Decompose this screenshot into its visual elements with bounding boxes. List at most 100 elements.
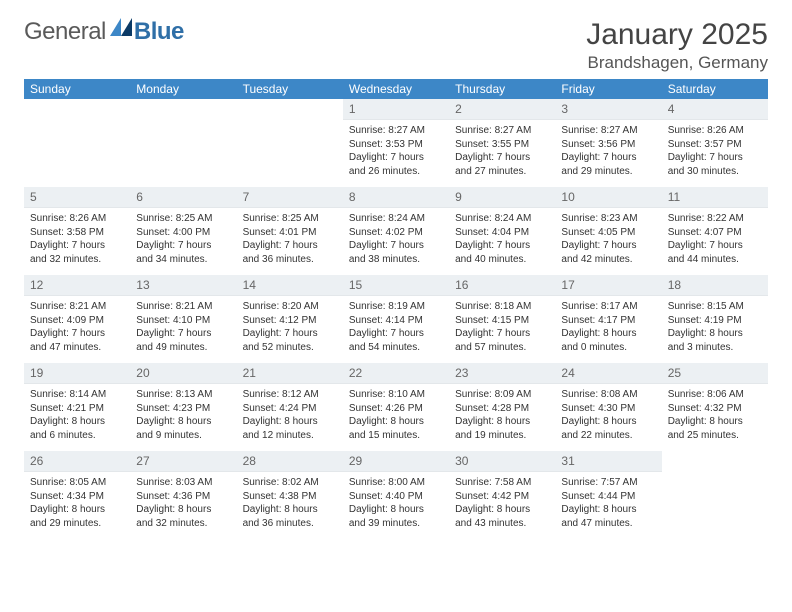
day-number: 9 <box>449 187 555 208</box>
day-number: 21 <box>237 363 343 384</box>
daylight-line: Daylight: 7 hours and 36 minutes. <box>243 239 337 266</box>
day-number: 8 <box>343 187 449 208</box>
day-info: Sunrise: 8:24 AMSunset: 4:04 PMDaylight:… <box>449 208 555 268</box>
logo-text-1: General <box>24 18 106 46</box>
day-number: 16 <box>449 275 555 296</box>
daylight-line: Daylight: 7 hours and 27 minutes. <box>455 151 549 178</box>
sunset-line: Sunset: 4:02 PM <box>349 226 443 240</box>
day-number-empty <box>237 99 343 119</box>
sunset-line: Sunset: 3:58 PM <box>30 226 124 240</box>
day-info: Sunrise: 8:21 AMSunset: 4:10 PMDaylight:… <box>130 296 236 356</box>
day-number-empty <box>130 99 236 119</box>
sunrise-line: Sunrise: 8:19 AM <box>349 300 443 314</box>
day-info: Sunrise: 8:13 AMSunset: 4:23 PMDaylight:… <box>130 384 236 444</box>
sunrise-line: Sunrise: 8:17 AM <box>561 300 655 314</box>
sunrise-line: Sunrise: 8:02 AM <box>243 476 337 490</box>
daylight-line: Daylight: 7 hours and 32 minutes. <box>30 239 124 266</box>
sunset-line: Sunset: 4:23 PM <box>136 402 230 416</box>
sunrise-line: Sunrise: 8:21 AM <box>30 300 124 314</box>
day-info: Sunrise: 8:08 AMSunset: 4:30 PMDaylight:… <box>555 384 661 444</box>
day-info: Sunrise: 8:24 AMSunset: 4:02 PMDaylight:… <box>343 208 449 268</box>
daylight-line: Daylight: 7 hours and 44 minutes. <box>668 239 762 266</box>
title-block: January 2025 Brandshagen, Germany <box>586 18 768 73</box>
col-sat: Saturday <box>662 79 768 99</box>
sunrise-line: Sunrise: 8:03 AM <box>136 476 230 490</box>
sunrise-line: Sunrise: 7:57 AM <box>561 476 655 490</box>
day-number: 11 <box>662 187 768 208</box>
day-info: Sunrise: 8:25 AMSunset: 4:01 PMDaylight:… <box>237 208 343 268</box>
daylight-line: Daylight: 7 hours and 42 minutes. <box>561 239 655 266</box>
calendar-row: 1Sunrise: 8:27 AMSunset: 3:53 PMDaylight… <box>24 99 768 187</box>
sunrise-line: Sunrise: 8:13 AM <box>136 388 230 402</box>
day-info: Sunrise: 8:09 AMSunset: 4:28 PMDaylight:… <box>449 384 555 444</box>
logo: General Blue <box>24 18 184 46</box>
day-number: 6 <box>130 187 236 208</box>
calendar-body: 1Sunrise: 8:27 AMSunset: 3:53 PMDaylight… <box>24 99 768 539</box>
calendar-cell: 9Sunrise: 8:24 AMSunset: 4:04 PMDaylight… <box>449 187 555 275</box>
calendar-cell: 8Sunrise: 8:24 AMSunset: 4:02 PMDaylight… <box>343 187 449 275</box>
sunrise-line: Sunrise: 8:27 AM <box>561 124 655 138</box>
daylight-line: Daylight: 8 hours and 25 minutes. <box>668 415 762 442</box>
daylight-line: Daylight: 8 hours and 43 minutes. <box>455 503 549 530</box>
calendar-cell: 16Sunrise: 8:18 AMSunset: 4:15 PMDayligh… <box>449 275 555 363</box>
calendar-row: 12Sunrise: 8:21 AMSunset: 4:09 PMDayligh… <box>24 275 768 363</box>
day-info: Sunrise: 8:19 AMSunset: 4:14 PMDaylight:… <box>343 296 449 356</box>
daylight-line: Daylight: 8 hours and 3 minutes. <box>668 327 762 354</box>
day-number: 30 <box>449 451 555 472</box>
sunrise-line: Sunrise: 8:25 AM <box>136 212 230 226</box>
calendar-row: 5Sunrise: 8:26 AMSunset: 3:58 PMDaylight… <box>24 187 768 275</box>
sunset-line: Sunset: 4:14 PM <box>349 314 443 328</box>
col-mon: Monday <box>130 79 236 99</box>
col-tue: Tuesday <box>237 79 343 99</box>
day-number: 22 <box>343 363 449 384</box>
day-number: 13 <box>130 275 236 296</box>
calendar-cell: 28Sunrise: 8:02 AMSunset: 4:38 PMDayligh… <box>237 451 343 539</box>
day-info: Sunrise: 8:02 AMSunset: 4:38 PMDaylight:… <box>237 472 343 532</box>
sunset-line: Sunset: 4:26 PM <box>349 402 443 416</box>
calendar-cell: 11Sunrise: 8:22 AMSunset: 4:07 PMDayligh… <box>662 187 768 275</box>
day-number: 14 <box>237 275 343 296</box>
sunrise-line: Sunrise: 7:58 AM <box>455 476 549 490</box>
sunrise-line: Sunrise: 8:05 AM <box>30 476 124 490</box>
day-number: 26 <box>24 451 130 472</box>
day-number: 12 <box>24 275 130 296</box>
location: Brandshagen, Germany <box>586 53 768 73</box>
day-number-empty <box>24 99 130 119</box>
day-info: Sunrise: 8:26 AMSunset: 3:57 PMDaylight:… <box>662 120 768 180</box>
sunrise-line: Sunrise: 8:27 AM <box>455 124 549 138</box>
day-info: Sunrise: 8:18 AMSunset: 4:15 PMDaylight:… <box>449 296 555 356</box>
day-number: 5 <box>24 187 130 208</box>
day-info: Sunrise: 8:10 AMSunset: 4:26 PMDaylight:… <box>343 384 449 444</box>
calendar-cell: 6Sunrise: 8:25 AMSunset: 4:00 PMDaylight… <box>130 187 236 275</box>
sunset-line: Sunset: 4:00 PM <box>136 226 230 240</box>
day-info: Sunrise: 8:17 AMSunset: 4:17 PMDaylight:… <box>555 296 661 356</box>
sunrise-line: Sunrise: 8:18 AM <box>455 300 549 314</box>
day-number: 20 <box>130 363 236 384</box>
sunset-line: Sunset: 4:24 PM <box>243 402 337 416</box>
day-number: 7 <box>237 187 343 208</box>
daylight-line: Daylight: 7 hours and 57 minutes. <box>455 327 549 354</box>
calendar-cell: 21Sunrise: 8:12 AMSunset: 4:24 PMDayligh… <box>237 363 343 451</box>
sunrise-line: Sunrise: 8:24 AM <box>349 212 443 226</box>
daylight-line: Daylight: 7 hours and 40 minutes. <box>455 239 549 266</box>
calendar-cell: 24Sunrise: 8:08 AMSunset: 4:30 PMDayligh… <box>555 363 661 451</box>
sunrise-line: Sunrise: 8:27 AM <box>349 124 443 138</box>
calendar-cell: 25Sunrise: 8:06 AMSunset: 4:32 PMDayligh… <box>662 363 768 451</box>
sunset-line: Sunset: 4:05 PM <box>561 226 655 240</box>
sunset-line: Sunset: 4:36 PM <box>136 490 230 504</box>
day-number: 24 <box>555 363 661 384</box>
daylight-line: Daylight: 7 hours and 54 minutes. <box>349 327 443 354</box>
calendar-cell: 4Sunrise: 8:26 AMSunset: 3:57 PMDaylight… <box>662 99 768 187</box>
day-info: Sunrise: 8:20 AMSunset: 4:12 PMDaylight:… <box>237 296 343 356</box>
day-number: 4 <box>662 99 768 120</box>
day-info: Sunrise: 8:27 AMSunset: 3:56 PMDaylight:… <box>555 120 661 180</box>
day-info: Sunrise: 8:14 AMSunset: 4:21 PMDaylight:… <box>24 384 130 444</box>
calendar-cell: 12Sunrise: 8:21 AMSunset: 4:09 PMDayligh… <box>24 275 130 363</box>
sunset-line: Sunset: 3:56 PM <box>561 138 655 152</box>
month-title: January 2025 <box>586 18 768 51</box>
daylight-line: Daylight: 7 hours and 38 minutes. <box>349 239 443 266</box>
day-number: 29 <box>343 451 449 472</box>
calendar-cell: 15Sunrise: 8:19 AMSunset: 4:14 PMDayligh… <box>343 275 449 363</box>
sunset-line: Sunset: 4:28 PM <box>455 402 549 416</box>
calendar-cell <box>237 99 343 187</box>
